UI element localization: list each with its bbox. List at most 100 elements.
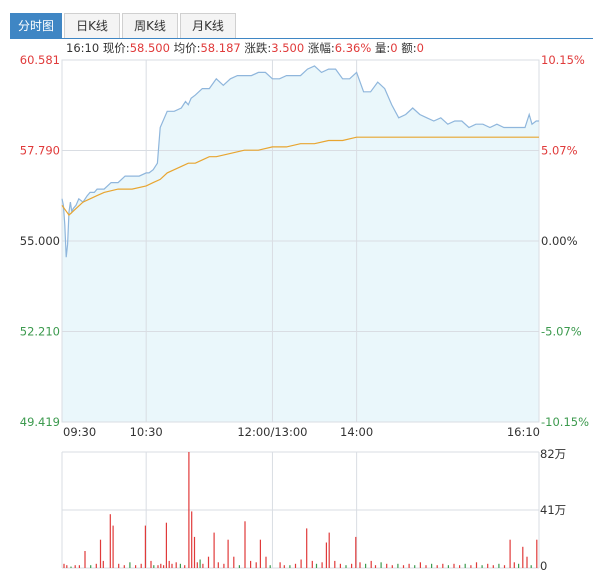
volume-bar xyxy=(370,560,372,568)
volume-bar xyxy=(279,562,281,568)
volume-bar xyxy=(459,565,461,568)
avg-label: 均价: xyxy=(173,41,201,55)
volume-bar xyxy=(503,565,506,568)
volume-bar xyxy=(196,562,198,568)
quote-info-bar: 16:10 现价:58.500 均价:58.187 涨跌:3.500 涨幅:6.… xyxy=(66,40,424,56)
volume-bar xyxy=(84,551,86,568)
volume-bar xyxy=(163,565,165,568)
volume-bar xyxy=(436,565,438,568)
volume-bar xyxy=(365,563,367,568)
volume-bar xyxy=(78,565,80,568)
volume-bar xyxy=(99,539,102,568)
volume-bar xyxy=(109,514,111,568)
volume-bar xyxy=(374,565,377,568)
volume-bar xyxy=(265,556,267,568)
volume-bar xyxy=(255,562,257,568)
volume-bar xyxy=(244,521,246,568)
pct-tick-label-3: -5.07% xyxy=(541,324,582,338)
volume-bar xyxy=(168,560,170,568)
volume-bar xyxy=(259,539,261,568)
volume-bar xyxy=(90,565,92,568)
volume-bar xyxy=(321,562,323,568)
chart-tab-bar: 分时图 日K线 周K线 月K线 xyxy=(10,13,238,39)
volume-bar xyxy=(199,559,201,568)
pct-tick-label-0: 10.15% xyxy=(541,53,585,67)
volume-bar xyxy=(513,562,515,568)
volume-bar xyxy=(355,536,357,568)
volume-bar xyxy=(289,565,291,568)
volume-bar xyxy=(238,565,240,568)
time-tick-label-3: 14:00 xyxy=(340,425,373,439)
tab-daily-k[interactable]: 日K线 xyxy=(64,13,120,38)
volume-bar xyxy=(419,562,421,568)
volume-bar xyxy=(536,539,538,568)
price-label: 现价: xyxy=(102,41,130,55)
volume-bar xyxy=(306,528,308,568)
change-label: 涨跌: xyxy=(244,41,272,55)
volume-bar xyxy=(188,452,190,568)
average-price-line xyxy=(61,136,539,217)
price-plot-border xyxy=(61,59,540,423)
volume-bar xyxy=(408,563,410,568)
volume-bar xyxy=(431,563,433,568)
volume-bar xyxy=(300,559,302,568)
volume-bar xyxy=(359,562,361,568)
volume-bar xyxy=(397,563,399,568)
volume-bar xyxy=(470,565,472,568)
volume-bar xyxy=(227,539,229,568)
price-value: 58.500 xyxy=(129,41,170,55)
volume-bar xyxy=(498,563,500,568)
change-value: 3.500 xyxy=(271,41,305,55)
volume-bar xyxy=(202,563,204,568)
tab-intraday[interactable]: 分时图 xyxy=(10,13,62,38)
volume-bar xyxy=(123,565,125,568)
volume-bar xyxy=(129,562,131,568)
amt-value: 0 xyxy=(416,41,424,55)
volume-bar xyxy=(165,522,167,568)
volume-bar xyxy=(157,565,159,568)
volume-bar xyxy=(522,546,524,568)
volume-bar xyxy=(294,563,297,568)
volume-bar xyxy=(315,563,318,568)
tab-weekly-k[interactable]: 周K线 xyxy=(122,13,178,38)
volume-bar xyxy=(481,565,483,568)
volume-bar xyxy=(217,562,219,568)
volume-bar xyxy=(526,556,528,568)
price-tick-label-3: 52.210 xyxy=(20,324,60,338)
pct-tick-label-1: 5.07% xyxy=(541,144,578,158)
volume-bar xyxy=(140,563,142,568)
vol-value: 0 xyxy=(390,41,398,55)
volume-bar xyxy=(184,565,186,568)
vol-label: 量: xyxy=(374,41,391,55)
pct-tick-label-2: 0.00% xyxy=(541,234,578,248)
volume-bar xyxy=(351,563,353,568)
avg-value: 58.187 xyxy=(200,41,241,55)
volume-bar xyxy=(63,563,65,568)
time-tick-label-4: 16:10 xyxy=(507,425,540,439)
volume-bar xyxy=(380,562,382,568)
volume-bar xyxy=(453,563,455,568)
volume-bar xyxy=(144,525,146,568)
volume-bar xyxy=(95,563,97,568)
time-tick-label-0: 09:30 xyxy=(63,425,96,439)
pct-label: 涨幅: xyxy=(307,41,335,55)
volume-bar xyxy=(475,562,478,568)
volume-tick-label-1: 41万 xyxy=(540,503,566,517)
volume-bar xyxy=(207,556,210,568)
price-tick-label-0: 60.581 xyxy=(20,53,60,67)
volume-bar xyxy=(414,565,416,568)
volume-tick-label-0: 82万 xyxy=(540,447,566,461)
volume-bar xyxy=(118,563,120,568)
volume-bar xyxy=(233,556,235,568)
volume-bar xyxy=(334,560,336,568)
price-tick-label-2: 55.000 xyxy=(20,234,60,248)
time-tick-label-1: 10:30 xyxy=(130,425,163,439)
volume-bar xyxy=(339,563,341,568)
volume-bar xyxy=(283,565,285,568)
volume-bar xyxy=(442,563,444,568)
volume-bar xyxy=(402,565,405,568)
volume-bar xyxy=(492,565,494,568)
quote-time: 16:10 xyxy=(66,41,100,55)
tab-monthly-k[interactable]: 月K线 xyxy=(180,13,236,38)
